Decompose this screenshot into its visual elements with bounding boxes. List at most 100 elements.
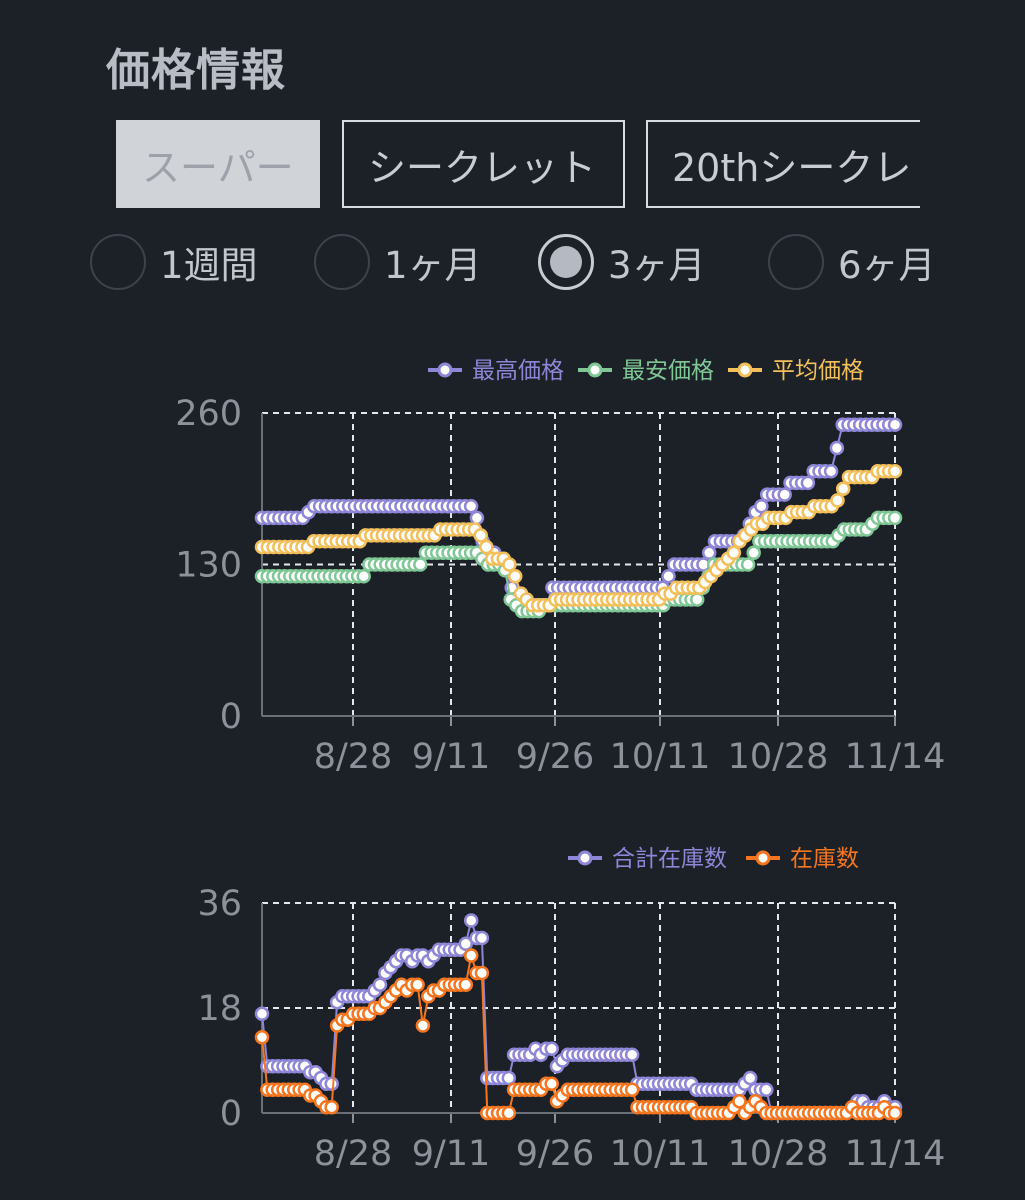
- radio-label: 1ヶ月: [384, 244, 482, 287]
- data-point: [501, 1105, 517, 1121]
- tab-super[interactable]: スーパー: [116, 120, 320, 208]
- data-point: [463, 948, 479, 963]
- stock-chart: 0 18 36 8/28 9/11 9/26 10/11 10/28 11/14 合計在庫数 在庫数: [197, 846, 946, 1174]
- x-tick-label: 9/11: [412, 737, 491, 777]
- x-tick-label: 8/28: [314, 737, 393, 777]
- data-point: [469, 510, 485, 526]
- data-point: [800, 475, 816, 491]
- data-point: [413, 557, 428, 572]
- page-title: 価格情報: [106, 45, 286, 96]
- series-1: [254, 948, 903, 1121]
- data-point: [726, 545, 742, 561]
- data-point: [701, 545, 717, 561]
- legend: 合計在庫数 在庫数: [568, 846, 859, 872]
- legend-swatch-marker: [587, 362, 603, 378]
- x-tick-label: 10/28: [728, 1134, 829, 1174]
- data-point: [830, 493, 845, 508]
- radio-label: 1週間: [160, 244, 258, 287]
- data-point: [415, 1018, 431, 1033]
- legend-swatch-marker: [737, 362, 753, 378]
- data-point: [324, 1076, 339, 1092]
- data-point: [458, 977, 474, 992]
- data-point: [887, 1105, 903, 1121]
- data-point: [372, 977, 388, 992]
- period-radio-1month[interactable]: 1ヶ月: [314, 232, 482, 292]
- tab-label: スーパー: [142, 145, 294, 190]
- legend-label: 在庫数: [790, 846, 859, 872]
- legend-label: 最安価格: [622, 358, 714, 384]
- period-radio-3month[interactable]: 3ヶ月: [538, 232, 706, 292]
- data-point: [823, 464, 839, 479]
- y-tick-label: 0: [220, 697, 242, 737]
- data-point: [829, 440, 845, 456]
- data-point: [501, 1070, 517, 1086]
- data-point: [544, 1076, 559, 1092]
- tab-label: 20thシークレ: [672, 145, 912, 190]
- data-point: [624, 1082, 640, 1097]
- x-tick-label: 9/26: [516, 1134, 595, 1174]
- period-radio-1week[interactable]: 1週間: [90, 232, 258, 292]
- legend: 最高価格 最安価格 平均価格: [428, 358, 864, 384]
- series-2: [254, 464, 903, 613]
- data-point: [689, 592, 705, 607]
- legend-label: 最高価格: [472, 358, 564, 384]
- data-point: [887, 417, 903, 432]
- data-point: [507, 568, 523, 584]
- data-point: [474, 965, 490, 981]
- radio-circle[interactable]: [90, 234, 146, 290]
- x-tick-label: 10/11: [610, 1134, 711, 1174]
- data-point: [458, 936, 474, 952]
- y-tick-label: 36: [197, 884, 242, 924]
- radio-label: 6ヶ月: [838, 244, 936, 287]
- data-point: [473, 528, 488, 543]
- data-point: [463, 913, 479, 928]
- price-chart: 0 130 260 8/28 9/11 9/26 10/11 10/28 11/14 最高価格 最安…: [175, 358, 946, 777]
- legend-label: 平均価格: [772, 358, 864, 384]
- data-point: [835, 481, 851, 497]
- data-point: [254, 1006, 270, 1022]
- y-tick-label: 0: [220, 1094, 242, 1134]
- rarity-tabs: スーパー シークレット 20thシークレ: [116, 120, 920, 208]
- data-point: [732, 1094, 747, 1109]
- legend-swatch-marker: [437, 362, 453, 378]
- tab-secret[interactable]: シークレット: [342, 120, 625, 208]
- radio-label: 3ヶ月: [608, 244, 706, 287]
- data-point: [887, 510, 903, 526]
- period-selector: 1週間 1ヶ月 3ヶ月 6ヶ月: [90, 232, 990, 292]
- tab-label: シークレット: [368, 145, 597, 190]
- data-point: [742, 1070, 758, 1086]
- data-point: [502, 557, 517, 572]
- legend-swatch-marker: [755, 850, 771, 866]
- data-point: [740, 557, 756, 572]
- data-point: [544, 1041, 559, 1057]
- data-point: [746, 545, 761, 561]
- data-point: [777, 487, 792, 502]
- data-point: [356, 568, 371, 584]
- data-point: [324, 1099, 339, 1115]
- data-point: [887, 464, 903, 479]
- period-radio-6month[interactable]: 6ヶ月: [768, 232, 936, 292]
- data-point: [463, 498, 479, 514]
- data-point: [661, 568, 676, 584]
- x-tick-label: 9/11: [412, 1134, 491, 1174]
- x-tick-label: 11/14: [845, 1134, 946, 1174]
- data-point: [624, 1047, 640, 1062]
- data-point: [410, 977, 425, 992]
- x-tick-label: 10/28: [728, 737, 829, 777]
- grid: [262, 412, 896, 726]
- data-point: [754, 498, 769, 514]
- y-tick-label: 18: [197, 989, 242, 1029]
- x-tick-label: 10/11: [610, 737, 711, 777]
- data-point: [479, 539, 494, 555]
- radio-circle[interactable]: [314, 234, 370, 290]
- data-point: [759, 1082, 774, 1097]
- x-tick-label: 11/14: [845, 737, 946, 777]
- y-tick-label: 260: [175, 394, 242, 434]
- tab-20th-secret[interactable]: 20thシークレ: [646, 120, 920, 208]
- radio-circle-checked[interactable]: [538, 234, 594, 290]
- data-point: [254, 1029, 270, 1045]
- radio-circle[interactable]: [768, 234, 824, 290]
- legend-swatch-marker: [577, 850, 593, 866]
- y-tick-label: 130: [175, 546, 242, 586]
- legend-label: 合計在庫数: [612, 846, 727, 872]
